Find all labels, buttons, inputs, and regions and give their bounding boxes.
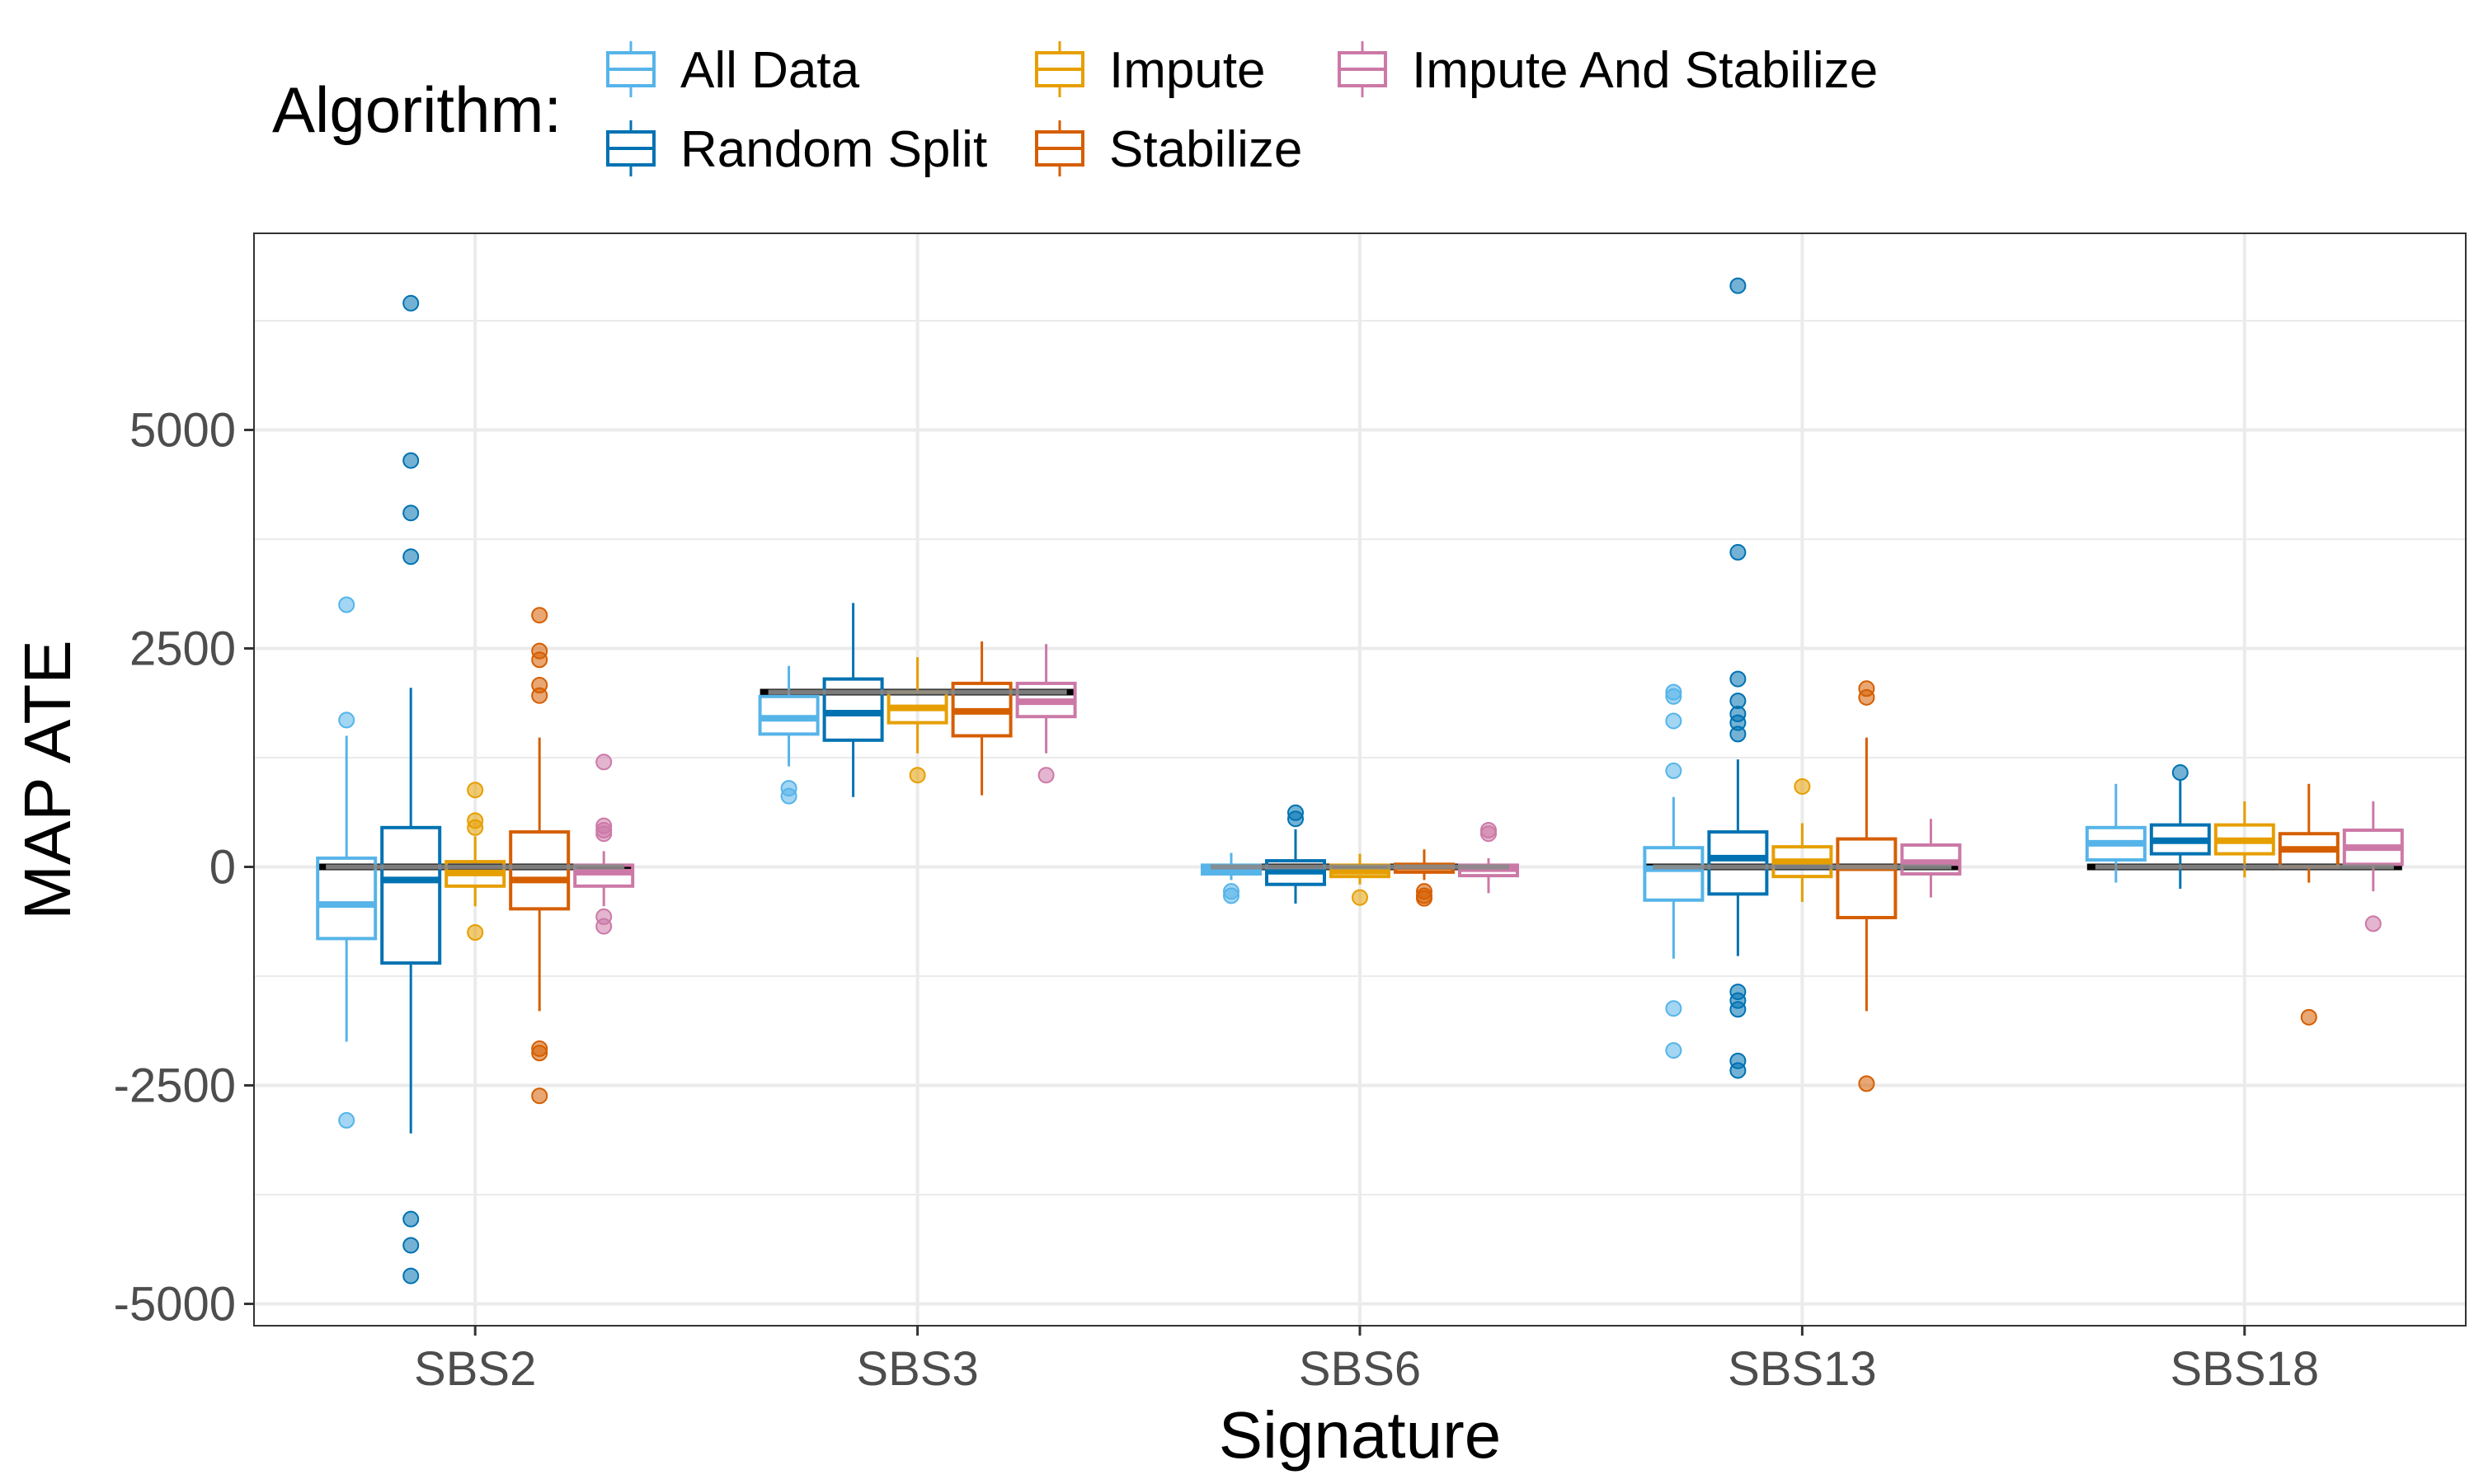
outlier-point [1037,767,1055,784]
outlier-point [1729,670,1747,688]
boxplot-impute [2213,801,2275,878]
legend-label: Impute [1109,42,1266,99]
outlier-point [1352,889,1368,906]
boxplot-impute-and-stabilize [573,754,635,935]
outlier-point [2364,915,2382,932]
boxplot-stabilize [509,607,571,1105]
boxplot-random-split [380,294,442,1284]
legend-label: Random Split [680,121,987,178]
x-tick-label: SBS3 [856,1342,978,1396]
outlier-point [1858,1075,1875,1092]
outlier-point [1665,688,1682,705]
y-tick-label: 2500 [129,622,236,676]
boxplot-impute-and-stabilize [1900,819,1962,898]
outlier-point [402,452,420,469]
outlier-point [531,651,548,669]
outlier-point [531,687,548,704]
outlier-point [909,767,926,784]
legend-title: Algorithm: [272,73,562,146]
outlier-point [402,1267,420,1284]
grid-lines [254,233,2466,1326]
outlier-point [531,607,548,624]
box [1643,846,1705,902]
legend-entry-impute: Impute [1035,41,1266,99]
legend-entry-impute-and-stabilize: Impute And Stabilize [1338,41,1878,99]
outlier-point [595,825,613,843]
outlier-point [1665,762,1682,779]
box [1707,830,1769,896]
boxplot-impute-and-stabilize [1015,644,1077,784]
box [316,856,378,941]
outlier-point [402,1210,420,1228]
outlier-point [1287,810,1304,828]
outlier-point [338,711,355,729]
legend-label: Stabilize [1109,121,1302,178]
outlier-point [1729,543,1747,561]
legend-entry-all-data: All Data [606,41,860,99]
outlier-point [1480,825,1497,843]
axes: -5000 -2500 0 2500 5000 SBS2 SBS3 SBS6 SBS13 SBS1… [114,404,2319,1397]
boxplot-all-data [758,665,820,805]
outlier-point [1665,1000,1682,1017]
outlier-point [1729,277,1747,294]
outlier-point [2300,1008,2317,1026]
boxplot-random-split [1265,804,1326,904]
outlier-point [1794,777,1811,795]
outlier-point [338,596,355,613]
y-axis-title: MAP ATE [11,640,84,919]
outlier-point [467,819,484,836]
boxplot-impute-and-stabilize [2342,801,2404,932]
legend-label: All Data [680,42,860,99]
box [380,825,442,965]
outlier-point [338,1111,355,1129]
outlier-point [1729,1062,1747,1079]
box [1836,837,1898,919]
legend-entry-random-split: Random Split [606,120,987,178]
y-tick-label: 5000 [129,404,236,458]
legend-label: Impute And Stabilize [1412,42,1878,99]
boxplot-all-data [316,596,378,1129]
outlier-point [402,548,420,566]
outlier-point [531,1045,548,1062]
box [822,677,884,742]
outlier-point [467,924,484,941]
outlier-point [531,1087,548,1105]
outlier-point [1223,887,1239,904]
outlier-point [780,787,797,805]
outlier-point [402,505,420,522]
boxplots [316,277,2404,1284]
outlier-point [1416,890,1432,907]
boxplot-impute [1771,777,1833,902]
outlier-point [595,918,613,935]
x-tick-label: SBS6 [1299,1342,1421,1396]
outlier-point [402,1237,420,1254]
outlier-point [1858,688,1875,706]
legend-entry-stabilize: Stabilize [1035,120,1302,178]
outlier-point [467,782,484,799]
x-tick-label: SBS13 [1728,1342,1877,1396]
boxplot-all-data [1201,852,1262,904]
x-tick-label: SBS2 [414,1342,536,1396]
boxplot-random-split [1707,277,1769,1079]
outlier-point [1729,726,1747,743]
outlier-point [1729,1001,1747,1018]
legend: Algorithm: All Data Random Split Impute Sta… [272,41,1878,178]
outlier-point [402,294,420,312]
boxplot-random-split [2149,764,2211,889]
boxplot-stabilize [951,641,1013,796]
y-tick-label: 0 [209,841,236,895]
boxplot-all-data [2085,783,2147,883]
box [509,830,571,911]
outlier-point [595,754,613,771]
boxplot-random-split [822,603,884,797]
outlier-point [1665,1042,1682,1059]
x-tick-label: SBS18 [2171,1342,2320,1396]
outlier-point [1665,712,1682,730]
x-axis-title: Signature [1219,1398,1501,1472]
outlier-point [2171,764,2189,782]
y-tick-label: -2500 [114,1059,236,1113]
boxplot-impute [444,782,506,941]
y-tick-label: -5000 [114,1278,236,1331]
